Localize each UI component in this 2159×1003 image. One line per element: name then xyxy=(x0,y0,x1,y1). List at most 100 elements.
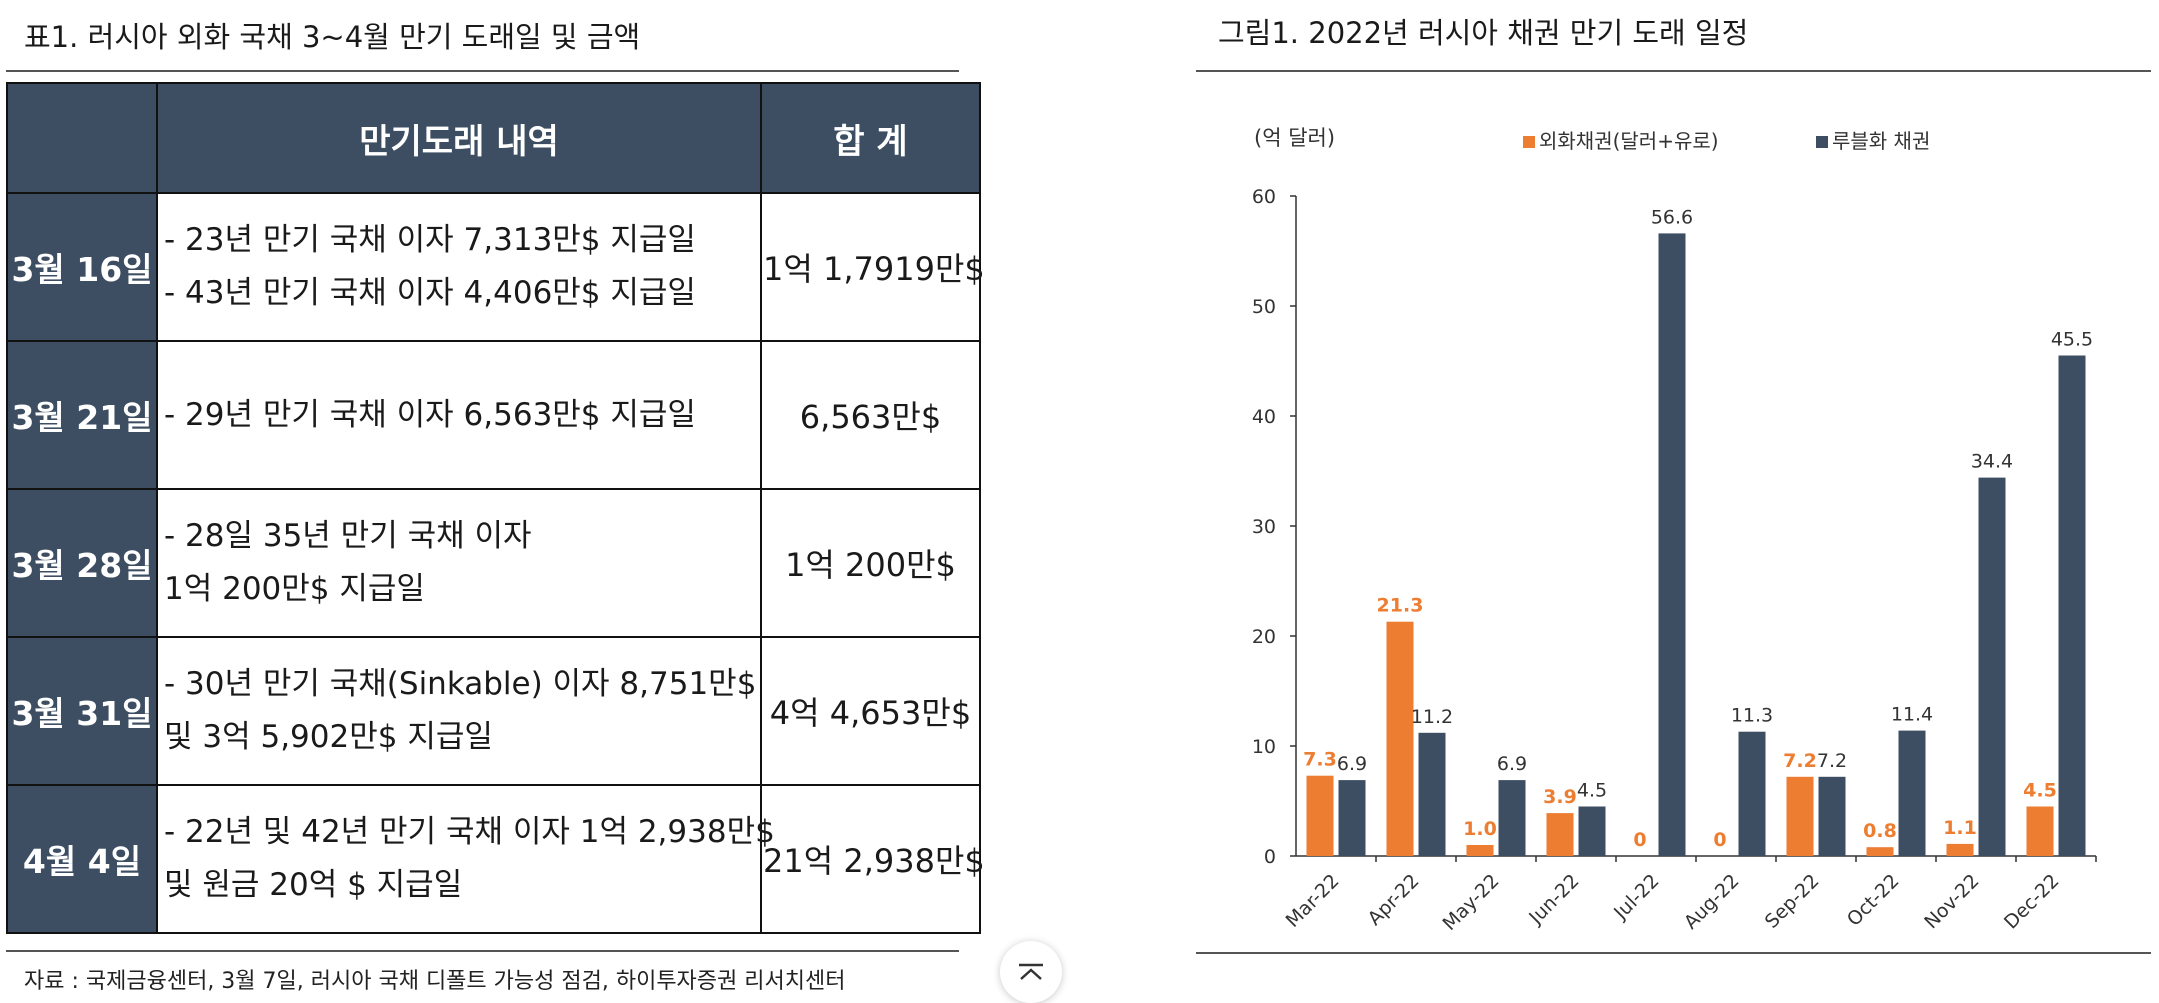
total-cell: 6,563만$ xyxy=(760,340,981,490)
header-details: 만기도래 내역 xyxy=(156,82,762,194)
data-label: 6.9 xyxy=(1337,753,1367,775)
data-label: 11.2 xyxy=(1411,706,1453,728)
detail-cell: - 23년 만기 국채 이자 7,313만$ 지급일 - 43년 만기 국채 이… xyxy=(156,192,762,342)
data-label: 0 xyxy=(1713,829,1726,851)
x-tick-label: Aug-22 xyxy=(1680,870,1744,934)
legend-swatch xyxy=(1523,136,1535,148)
detail-line: 1억 200만$ 지급일 xyxy=(164,571,425,607)
data-label: 7.2 xyxy=(1783,750,1817,772)
date-cell: 3월 31일 xyxy=(6,636,158,786)
x-tick-label: Jul-22 xyxy=(1609,870,1663,924)
data-label: 7.3 xyxy=(1303,749,1337,771)
x-tick-label: Jun-22 xyxy=(1524,870,1583,929)
data-label: 21.3 xyxy=(1377,595,1424,617)
data-label: 56.6 xyxy=(1651,206,1693,228)
source-divider xyxy=(6,950,959,952)
chart-legend: 외화채권(달러+유로) 루블화 채권 xyxy=(1523,129,1930,153)
data-label: 0.8 xyxy=(1863,820,1897,842)
y-tick-label: 10 xyxy=(1252,736,1276,758)
table-row: 4월 4일 - 22년 및 42년 만기 국채 이자 1억 2,938만$ 및 … xyxy=(6,784,985,934)
source-note: 자료 : 국제금융센터, 3월 7일, 러시아 국채 디폴트 가능성 점검, 하… xyxy=(24,969,846,994)
detail-line: - 43년 만기 국채 이자 4,406만$ 지급일 xyxy=(164,275,696,311)
chevron-up-icon xyxy=(1019,963,1043,980)
legend-swatch xyxy=(1816,136,1828,148)
detail-line: - 23년 만기 국채 이자 7,313만$ 지급일 xyxy=(164,222,696,259)
table-row: 3월 16일 - 23년 만기 국채 이자 7,313만$ 지급일 - 43년 … xyxy=(6,192,985,342)
table-row: 3월 31일 - 30년 만기 국채(Sinkable) 이자 8,751만$ … xyxy=(6,636,981,786)
bar xyxy=(1738,731,1766,856)
detail-cell: - 30년 만기 국채(Sinkable) 이자 8,751만$ 및 3억 5,… xyxy=(156,636,762,786)
header-total: 합 계 xyxy=(760,82,981,194)
detail-cell: - 29년 만기 국채 이자 6,563만$ 지급일 xyxy=(156,340,762,490)
data-label: 3.9 xyxy=(1543,786,1577,808)
y-tick-label: 0 xyxy=(1264,846,1276,868)
table-row: 3월 21일 - 29년 만기 국채 이자 6,563만$ 지급일 6,563만… xyxy=(6,340,981,490)
data-label: 11.4 xyxy=(1891,704,1933,726)
total-cell: 1억 200만$ xyxy=(760,488,981,638)
total-cell: 21억 2,938만$ xyxy=(760,784,985,934)
total-cell: 1억 1,7919만$ xyxy=(760,192,985,342)
bar xyxy=(1946,843,1974,856)
chart-bars xyxy=(1306,233,2086,856)
bar xyxy=(1338,780,1366,856)
date-cell: 3월 16일 xyxy=(6,192,158,342)
date-cell: 3월 21일 xyxy=(6,340,158,490)
y-tick-label: 20 xyxy=(1252,626,1276,648)
scroll-to-top-button[interactable] xyxy=(1000,941,1062,1003)
data-label: 4.5 xyxy=(1577,780,1607,802)
y-axis-unit-label: (억 달러) xyxy=(1254,126,1335,150)
bar xyxy=(1498,780,1526,856)
bar xyxy=(2058,355,2086,856)
data-label: 6.9 xyxy=(1497,753,1527,775)
header-date xyxy=(6,82,158,194)
x-tick-label: Apr-22 xyxy=(1364,870,1424,930)
data-label: 0 xyxy=(1633,829,1646,851)
bar xyxy=(1418,732,1446,856)
x-tick-label: Nov-22 xyxy=(1920,870,1983,933)
total-cell: 4억 4,653만$ xyxy=(760,636,981,786)
maturity-table: 만기도래 내역 합 계 3월 16일 - 23년 만기 국채 이자 7,313만… xyxy=(6,82,985,934)
data-label: 7.2 xyxy=(1817,750,1847,772)
bar xyxy=(1866,847,1894,856)
bar-chart: (억 달러) 외화채권(달러+유로) 루블화 채권 0 10 20 30 40 50 60 Ma… xyxy=(1252,126,2097,935)
data-label: 1.0 xyxy=(1463,818,1497,840)
x-tick-label: Dec-22 xyxy=(2000,870,2064,934)
x-tick-label: Mar-22 xyxy=(1282,870,1344,932)
bar xyxy=(1546,813,1574,856)
table-header-row: 만기도래 내역 합 계 xyxy=(6,82,981,194)
detail-line: - 22년 및 42년 만기 국채 이자 1억 2,938만$ xyxy=(164,814,775,851)
date-cell: 3월 28일 xyxy=(6,488,158,638)
y-tick-label: 50 xyxy=(1252,296,1276,318)
bar xyxy=(1578,806,1606,856)
table-row: 3월 28일 - 28일 35년 만기 국채 이자 1억 200만$ 지급일 1… xyxy=(6,488,981,638)
chart-title: 그림1. 2022년 러시아 채권 만기 도래 일정 xyxy=(1218,16,1749,50)
bar xyxy=(1898,730,1926,856)
legend-label: 외화채권(달러+유로) xyxy=(1539,129,1719,153)
date-cell: 4월 4일 xyxy=(6,784,158,934)
y-tick-label: 30 xyxy=(1252,516,1276,538)
bar xyxy=(1386,621,1414,856)
title-divider xyxy=(6,70,959,72)
x-tick-label: May-22 xyxy=(1438,870,1503,935)
bar xyxy=(1786,776,1814,856)
bar xyxy=(2026,806,2054,856)
detail-cell: - 22년 및 42년 만기 국채 이자 1억 2,938만$ 및 원금 20억… xyxy=(156,784,775,934)
chart-title-divider xyxy=(1196,70,2151,72)
bar xyxy=(1306,775,1334,856)
detail-line: - 30년 만기 국채(Sinkable) 이자 8,751만$ xyxy=(164,666,757,703)
legend-label: 루블화 채권 xyxy=(1832,129,1930,153)
chart-bottom-divider xyxy=(1196,952,2151,954)
y-tick-label: 60 xyxy=(1252,186,1276,208)
y-tick-label: 40 xyxy=(1252,406,1276,428)
detail-line: 및 원금 20억 $ 지급일 xyxy=(164,867,463,903)
bar xyxy=(1466,845,1494,856)
data-label: 11.3 xyxy=(1731,705,1773,727)
detail-cell: - 28일 35년 만기 국채 이자 1억 200만$ 지급일 xyxy=(156,488,762,638)
bar xyxy=(1978,477,2006,856)
detail-line: - 28일 35년 만기 국채 이자 xyxy=(164,518,532,555)
x-tick-label: Sep-22 xyxy=(1761,870,1824,933)
data-label: 1.1 xyxy=(1943,817,1977,839)
bar xyxy=(1818,776,1846,856)
data-label: 4.5 xyxy=(2023,780,2057,802)
